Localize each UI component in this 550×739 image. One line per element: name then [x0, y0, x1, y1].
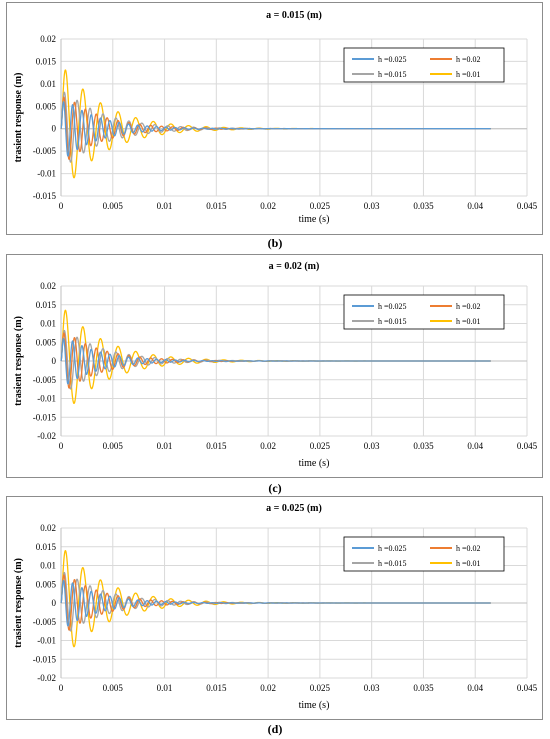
x-tick-label: 0.02: [260, 441, 276, 451]
y-tick-label: 0.01: [40, 319, 56, 329]
x-tick-label: 0: [59, 441, 64, 451]
x-tick-label: 0.015: [206, 441, 227, 451]
legend-label: h =0.02: [456, 55, 481, 64]
chart-d: a = 0.025 (m) 0 0.005 0.01 0.015 0.02 0.025 0.0…: [13, 503, 538, 711]
legend-label: h =0.015: [378, 559, 407, 568]
legend-box: [343, 536, 505, 572]
x-axis-label: time (s): [299, 214, 330, 225]
chart-panel-b: a = 0.015 (m) 0 0.005 0.01 0.015 0.02 0.025 0.0…: [6, 2, 543, 235]
y-tick-label: 0.015: [36, 56, 57, 66]
y-tick-label: 0.02: [40, 34, 56, 44]
legend-box: [343, 47, 505, 83]
legend-label: h =0.02: [456, 544, 481, 553]
y-tick-label: 0.01: [40, 561, 56, 571]
chart-panel-d: a = 0.025 (m) 0 0.005 0.01 0.015 0.02 0.025 0.0…: [6, 496, 543, 720]
y-tick-label: 0.015: [36, 300, 57, 310]
x-tick-label: 0.035: [413, 441, 434, 451]
y-tick-label: 0.02: [40, 281, 56, 291]
caption-c: (c): [268, 481, 282, 495]
x-tick-label: 0.03: [364, 441, 380, 451]
series-line-h0-025: [60, 101, 492, 157]
x-tick-label: 0.04: [467, 441, 483, 451]
y-tick-label: -0.02: [37, 431, 56, 441]
x-tick-label: 0.01: [157, 201, 173, 211]
caption-b: (b): [267, 236, 283, 250]
y-tick-label: -0.005: [33, 617, 57, 627]
legend-label: h =0.01: [456, 317, 481, 326]
legend-label: h =0.025: [378, 55, 407, 64]
x-tick-label: 0.04: [467, 683, 483, 693]
x-tick-label: 0.035: [413, 683, 434, 693]
x-tick-label: 0.01: [157, 683, 173, 693]
x-tick-label: 0.045: [517, 441, 538, 451]
caption-d: (d): [267, 722, 283, 736]
y-tick-label: -0.02: [37, 673, 56, 683]
y-tick-label: 0.015: [36, 542, 57, 552]
y-tick-label: 0.005: [36, 579, 57, 589]
series-line-h0-025: [60, 579, 492, 627]
x-tick-label: 0.005: [103, 201, 124, 211]
x-tick-label: 0.02: [260, 201, 276, 211]
y-tick-label: 0.005: [36, 337, 57, 347]
x-tick-label: 0.045: [517, 201, 538, 211]
y-tick-label: -0.015: [33, 191, 57, 201]
y-tick-label: 0.02: [40, 523, 56, 533]
x-axis-label: time (s): [299, 700, 330, 711]
series-line-h0-025: [60, 337, 492, 385]
x-tick-label: 0.015: [206, 201, 227, 211]
x-tick-label: 0.045: [517, 683, 538, 693]
series-line-h0-015: [60, 91, 492, 163]
x-tick-label: 0: [59, 201, 64, 211]
y-tick-label: 0: [52, 124, 57, 134]
x-tick-label: 0: [59, 683, 64, 693]
x-tick-label: 0.015: [206, 683, 227, 693]
x-tick-label: 0.03: [364, 683, 380, 693]
y-axis-label: trasient response (m): [13, 73, 24, 163]
x-tick-label: 0.03: [364, 201, 380, 211]
y-tick-label: -0.01: [37, 394, 56, 404]
legend-box: [343, 294, 505, 330]
chart-panel-c: a = 0.02 (m) 0 0.005 0.01 0.015 0.02 0.025 0.03…: [6, 254, 543, 478]
x-tick-label: 0.025: [310, 201, 331, 211]
y-tick-label: -0.015: [33, 412, 57, 422]
y-axis-label: trasient response (m): [13, 316, 24, 406]
x-tick-label: 0.035: [413, 201, 434, 211]
x-tick-label: 0.01: [157, 441, 173, 451]
y-tick-label: 0.01: [40, 79, 56, 89]
chart-c: a = 0.02 (m) 0 0.005 0.01 0.015 0.02 0.025 0.03…: [13, 261, 538, 469]
legend-label: h =0.02: [456, 302, 481, 311]
x-tick-label: 0.005: [103, 683, 124, 693]
y-tick-label: -0.015: [33, 654, 57, 664]
chart-b: a = 0.015 (m) 0 0.005 0.01 0.015 0.02 0.025 0.0…: [13, 10, 538, 225]
legend-label: h =0.025: [378, 544, 407, 553]
legend-label: h =0.01: [456, 70, 481, 79]
y-tick-label: 0.005: [36, 101, 57, 111]
y-tick-label: -0.01: [37, 636, 56, 646]
x-tick-label: 0.025: [310, 441, 331, 451]
y-axis-label: trasient response (m): [13, 558, 24, 648]
chart-title: a = 0.015 (m): [266, 10, 322, 21]
legend-label: h =0.01: [456, 559, 481, 568]
x-tick-label: 0.005: [103, 441, 124, 451]
legend-label: h =0.015: [378, 70, 407, 79]
y-tick-label: 0: [52, 598, 57, 608]
x-tick-label: 0.02: [260, 683, 276, 693]
y-tick-label: -0.005: [33, 146, 57, 156]
y-tick-label: 0: [52, 356, 57, 366]
x-axis-label: time (s): [299, 458, 330, 469]
y-tick-label: -0.005: [33, 375, 57, 385]
y-tick-label: -0.01: [37, 169, 56, 179]
legend-label: h =0.015: [378, 317, 407, 326]
chart-title: a = 0.025 (m): [266, 503, 322, 514]
series-line-h0-01: [60, 69, 492, 179]
x-tick-label: 0.04: [467, 201, 483, 211]
x-tick-label: 0.025: [310, 683, 331, 693]
chart-title: a = 0.02 (m): [269, 261, 320, 272]
legend-label: h =0.025: [378, 302, 407, 311]
